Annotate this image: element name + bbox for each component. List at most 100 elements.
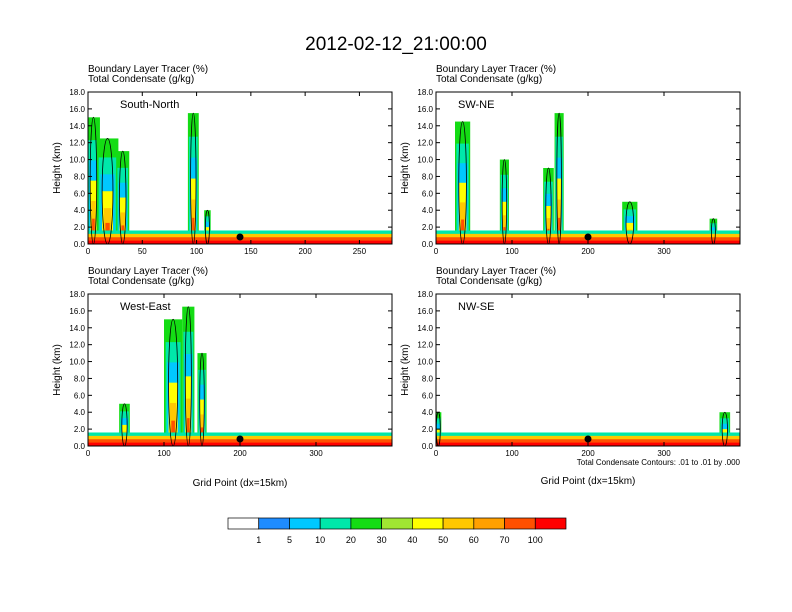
panel-title-condensate: Total Condensate (g/kg) [436, 74, 542, 85]
y-tick-label: 14.0 [417, 324, 433, 333]
condensate-contour [119, 150, 127, 244]
colorbar-label: 70 [500, 535, 510, 545]
y-tick-label: 4.0 [74, 206, 86, 215]
panel-sw-ne: 0.0 2.0 4.0 6.0 8.0 10.0 12.0 14.0 16.0 18.0 0 100 2… [400, 64, 741, 256]
plot-area [88, 306, 392, 446]
panel-title-tracer: Boundary Layer Tracer (%) [88, 266, 208, 277]
colorbar-box [442, 517, 475, 530]
tracer-column [187, 113, 199, 244]
colorbar-label: 20 [346, 535, 356, 545]
y-tick-label: 16.0 [69, 307, 85, 316]
y-tick-label: 12.0 [69, 139, 85, 148]
panel-nw-se: 0.0 2.0 4.0 6.0 8.0 10.0 12.0 14.0 16.0 18.0 0 100 2… [400, 266, 741, 458]
colorbar-label: 40 [407, 535, 417, 545]
x-tick-label: 0 [434, 247, 439, 256]
x-axis-label-nw-se: Grid Point (dx=15km) [541, 476, 636, 487]
y-tick-label: 8.0 [422, 374, 434, 383]
x-tick-label: 100 [157, 449, 171, 458]
contour-footnote: Total Condensate Contours: .01 to .01 by… [577, 458, 741, 467]
x-tick-label: 100 [505, 247, 519, 256]
colorbar-box [412, 517, 444, 530]
plot-area [88, 112, 392, 244]
y-tick-label: 14.0 [69, 324, 85, 333]
condensate-contour [190, 112, 197, 244]
plot-frame [435, 91, 741, 245]
y-tick-label: 0.0 [74, 240, 86, 249]
panel-south-north: 0.0 2.0 4.0 6.0 8.0 10.0 12.0 14.0 16.0 18.0 0 50 10… [52, 64, 393, 256]
y-tick-label: 12.0 [417, 139, 433, 148]
y-tick-label: 2.0 [74, 223, 86, 232]
y-tick-label: 10.0 [417, 156, 433, 165]
colorbar-label: 60 [469, 535, 479, 545]
x-tick-label: 300 [657, 247, 671, 256]
y-tick-label: 10.0 [69, 156, 85, 165]
y-tick-label: 12.0 [417, 341, 433, 350]
y-tick-label: 8.0 [74, 172, 86, 181]
x-tick-label: 0 [86, 449, 91, 458]
colorbar-box [534, 517, 567, 530]
y-tick-label: 8.0 [74, 374, 86, 383]
y-tick-label: 0.0 [422, 442, 434, 451]
x-tick-label: 200 [581, 247, 595, 256]
colorbar-box [319, 517, 352, 530]
tracer-column [182, 306, 195, 446]
condensate-contour [545, 167, 552, 244]
y-axis-label: Height (km) [400, 344, 411, 396]
cross-section-label: South-North [120, 99, 179, 111]
plot-area [436, 112, 740, 244]
y-tick-label: 14.0 [69, 122, 85, 131]
x-tick-label: 50 [138, 247, 147, 256]
tracer-column [455, 121, 471, 244]
y-tick-label: 18.0 [417, 290, 433, 299]
y-axis-label: Height (km) [52, 344, 63, 396]
panels: 0.0 2.0 4.0 6.0 8.0 10.0 12.0 14.0 16.0 18.0 0 50 10… [52, 64, 741, 458]
x-tick-label: 200 [298, 247, 312, 256]
y-tick-label: 2.0 [74, 425, 86, 434]
panel-title-tracer: Boundary Layer Tracer (%) [436, 64, 556, 75]
surface-site-marker [584, 233, 592, 241]
y-tick-label: 14.0 [417, 122, 433, 131]
colorbar-box [381, 517, 413, 530]
x-tick-label: 200 [233, 449, 247, 458]
y-axis-label: Height (km) [52, 142, 63, 194]
x-tick-label: 0 [86, 247, 91, 256]
colorbar-label: 30 [377, 535, 387, 545]
y-tick-label: 0.0 [74, 442, 86, 451]
y-tick-label: 18.0 [417, 88, 433, 97]
colorbar-box [473, 517, 505, 530]
condensate-contour [205, 209, 210, 244]
y-tick-label: 8.0 [422, 172, 434, 181]
condensate-contour [556, 112, 562, 244]
tracer-column [554, 113, 564, 244]
colorbar-box [504, 517, 536, 530]
surface-site-marker [236, 435, 244, 443]
x-tick-label: 100 [190, 247, 204, 256]
y-tick-label: 16.0 [69, 105, 85, 114]
plot-frame [87, 293, 393, 447]
tracer-column [197, 353, 207, 446]
x-tick-label: 250 [353, 247, 367, 256]
condensate-contour [89, 116, 98, 244]
colorbar-label: 5 [287, 535, 292, 545]
y-tick-label: 2.0 [422, 425, 434, 434]
y-tick-label: 0.0 [422, 240, 434, 249]
cross-section-label: West-East [120, 301, 171, 313]
x-tick-label: 100 [505, 449, 519, 458]
x-tick-label: 300 [657, 449, 671, 458]
condensate-contour [101, 138, 114, 244]
x-tick-label: 150 [244, 247, 258, 256]
y-tick-label: 18.0 [69, 88, 85, 97]
y-tick-label: 4.0 [74, 408, 86, 417]
y-tick-label: 6.0 [74, 189, 86, 198]
y-tick-label: 4.0 [422, 408, 434, 417]
condensate-contour [721, 411, 728, 446]
colorbar: 1 5 10 20 30 40 50 60 70 100 [227, 517, 567, 545]
colorbar-label: 100 [528, 535, 543, 545]
x-axis-label-west-east: Grid Point (dx=15km) [193, 478, 288, 489]
y-tick-label: 6.0 [422, 391, 434, 400]
colorbar-label: 50 [438, 535, 448, 545]
panel-title-tracer: Boundary Layer Tracer (%) [88, 64, 208, 75]
y-tick-label: 10.0 [417, 358, 433, 367]
plot-frame [87, 91, 393, 245]
